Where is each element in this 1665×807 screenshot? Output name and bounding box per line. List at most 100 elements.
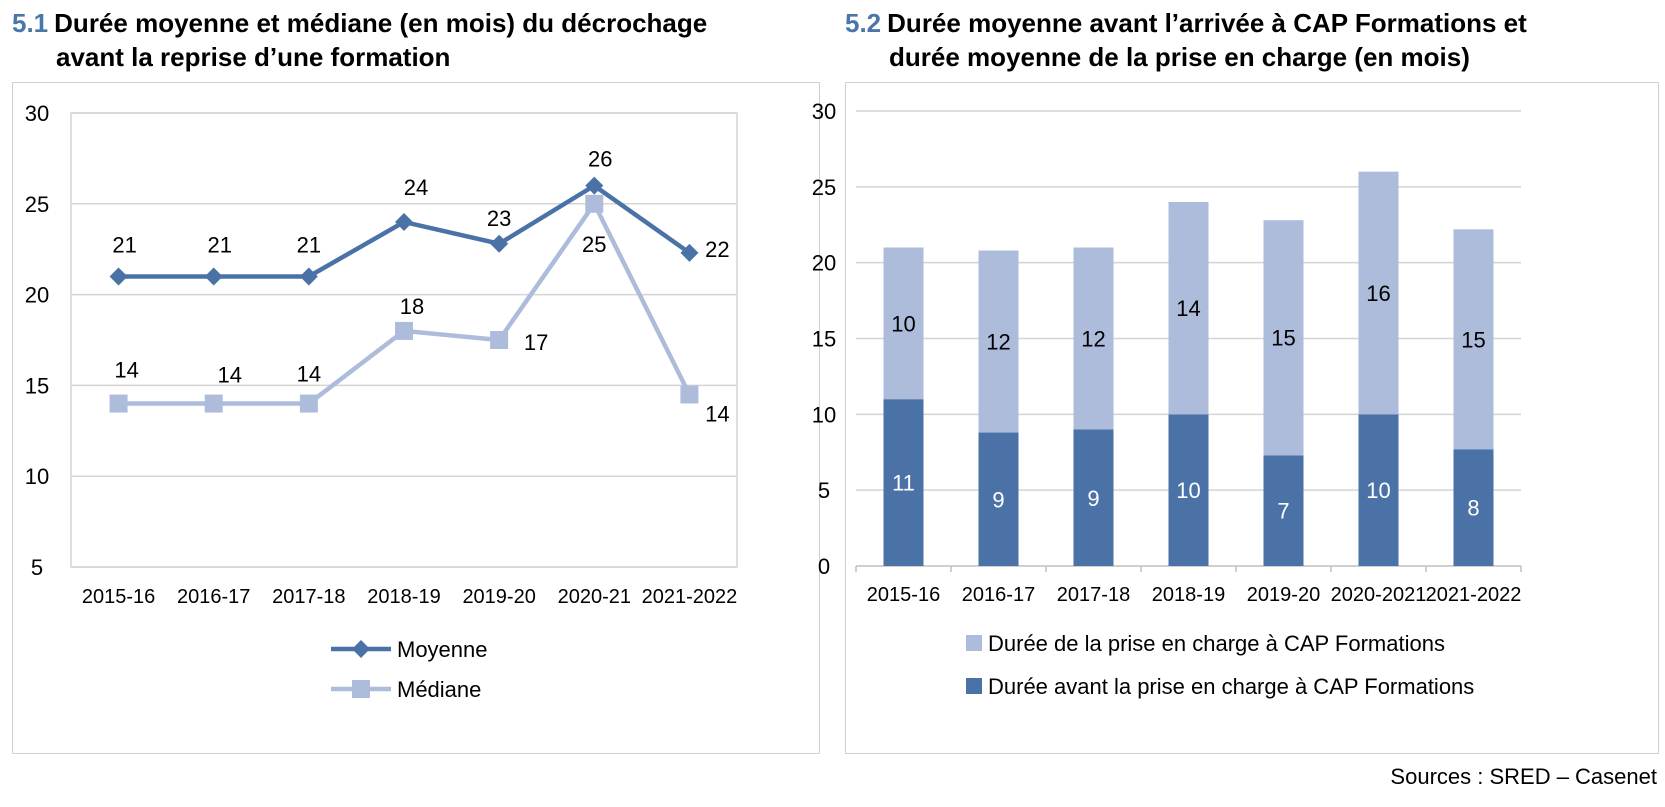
data-label-mediane: 25 xyxy=(582,232,606,257)
x-tick-label: 2019-20 xyxy=(462,586,535,608)
data-label-avant: 9 xyxy=(992,487,1004,512)
title-line-1: Durée moyenne et médiane (en mois) du dé… xyxy=(54,8,708,38)
marker-moyenne xyxy=(299,267,318,286)
bar-segment-prise-en-charge xyxy=(1263,220,1304,456)
title-line-1: Durée moyenne avant l’arrivée à CAP Form… xyxy=(887,8,1527,38)
marker-moyenne xyxy=(585,176,604,195)
bar-segment-avant xyxy=(1263,455,1304,566)
x-tick-label: 2015-16 xyxy=(867,584,940,606)
legend-label-avant: Durée avant la prise en charge à CAP For… xyxy=(988,674,1474,699)
legend-label-mediane: Médiane xyxy=(397,677,481,702)
line-chart-frame: 5 10 15 20 25 30 2015-16 2016-17 2017-18 2018-19 2… xyxy=(12,82,820,754)
y-tick-label: 30 xyxy=(25,101,49,126)
bar-segment-prise-en-charge xyxy=(1453,229,1494,450)
bar-segment-avant xyxy=(978,432,1019,566)
y-tick-label: 10 xyxy=(25,464,49,489)
bar-segment-avant xyxy=(883,399,924,566)
bar-segment-prise-en-charge xyxy=(1358,171,1399,415)
marker-moyenne xyxy=(204,267,223,286)
data-label-moyenne: 21 xyxy=(207,232,231,257)
data-label-mediane: 14 xyxy=(114,358,138,383)
bar-segment-prise-en-charge xyxy=(978,250,1019,433)
y-tick-label: 5 xyxy=(818,478,830,503)
data-label-mediane: 14 xyxy=(705,401,729,426)
x-tick-label: 2017-18 xyxy=(272,586,345,608)
data-label-avant: 10 xyxy=(1366,478,1390,503)
data-label-moyenne: 26 xyxy=(588,147,612,172)
y-tick-label: 25 xyxy=(25,192,49,217)
x-tick-label: 2015-16 xyxy=(82,586,155,608)
data-label-prise-en-charge: 12 xyxy=(986,330,1010,355)
x-tick-label: 2018-19 xyxy=(1152,584,1225,606)
x-tick-label: 2020-2021 xyxy=(1331,584,1427,606)
y-tick-label: 20 xyxy=(25,283,49,308)
source-note: Sources : SRED – Casenet xyxy=(1390,764,1657,789)
y-tick-label: 15 xyxy=(25,373,49,398)
marker-moyenne xyxy=(109,267,128,286)
bar-segment-prise-en-charge xyxy=(1168,202,1209,415)
legend-swatch-avant xyxy=(966,678,982,694)
data-label-prise-en-charge: 16 xyxy=(1366,281,1390,306)
bar-segment-prise-en-charge xyxy=(1073,247,1114,430)
marker-mediane xyxy=(395,321,413,340)
data-label-mediane: 17 xyxy=(524,330,548,355)
data-label-moyenne: 24 xyxy=(404,175,428,200)
marker-moyenne xyxy=(680,243,699,262)
title-line-2: durée moyenne de la prise en charge (en … xyxy=(889,42,1470,72)
bar-segment-avant xyxy=(1073,429,1114,566)
bar-segment-avant xyxy=(1358,414,1399,566)
data-label-moyenne: 23 xyxy=(487,206,511,231)
marker-moyenne xyxy=(395,212,413,231)
marker-moyenne xyxy=(490,234,509,253)
marker-mediane xyxy=(585,194,604,213)
x-tick-label: 2021-2022 xyxy=(1426,584,1522,606)
marker-mediane xyxy=(109,394,128,413)
legend-swatch-prise-en-charge xyxy=(966,635,982,651)
legend-marker-mediane xyxy=(352,680,370,698)
data-label-avant: 9 xyxy=(1087,486,1099,511)
data-label-mediane: 18 xyxy=(400,294,424,319)
data-label-moyenne: 21 xyxy=(112,232,136,257)
legend-label-moyenne: Moyenne xyxy=(397,637,488,662)
bar-segment-avant xyxy=(1168,414,1209,566)
stacked-bar-chart: 0 5 10 15 20 25 30 2015-16 2016-17 2017-18 2018-19… xyxy=(812,99,1522,699)
y-tick-label: 25 xyxy=(812,175,836,200)
chart-title-5-1: 5.1 Durée moyenne et médiane (en mois) du… xyxy=(12,6,792,74)
data-label-avant: 8 xyxy=(1467,496,1479,521)
data-label-prise-en-charge: 10 xyxy=(891,311,915,336)
legend-label-prise-en-charge: Durée de la prise en charge à CAP Format… xyxy=(988,631,1445,656)
marker-mediane xyxy=(299,394,318,413)
x-tick-label: 2016-17 xyxy=(962,584,1035,606)
data-label-avant: 10 xyxy=(1176,478,1200,503)
x-tick-label: 2016-17 xyxy=(177,586,250,608)
data-label-mediane: 14 xyxy=(217,363,241,388)
data-label-avant: 7 xyxy=(1277,499,1289,524)
data-label-mediane: 14 xyxy=(297,362,321,387)
y-tick-label: 0 xyxy=(818,554,830,579)
chart-number: 5.1 xyxy=(12,8,49,38)
y-tick-label: 15 xyxy=(812,327,836,352)
x-tick-label: 2021-2022 xyxy=(642,586,738,608)
y-tick-label: 10 xyxy=(812,402,836,427)
y-tick-label: 20 xyxy=(812,251,836,276)
data-label-prise-en-charge: 12 xyxy=(1081,327,1105,352)
x-tick-label: 2020-21 xyxy=(558,586,631,608)
x-tick-label: 2019-20 xyxy=(1247,584,1320,606)
data-label-prise-en-charge: 15 xyxy=(1271,326,1295,351)
data-label-moyenne: 21 xyxy=(297,232,321,257)
marker-mediane xyxy=(680,385,699,404)
line-chart: 5 10 15 20 25 30 2015-16 2016-17 2017-18 2018-19 2… xyxy=(25,101,738,702)
marker-mediane xyxy=(490,331,509,349)
y-tick-label: 5 xyxy=(31,555,43,580)
data-label-prise-en-charge: 15 xyxy=(1461,327,1485,352)
data-label-prise-en-charge: 14 xyxy=(1176,296,1200,321)
bar-chart-frame: 0 5 10 15 20 25 30 2015-16 2016-17 2017-18 2018-19… xyxy=(812,82,1659,754)
bar-segment-prise-en-charge xyxy=(883,247,924,400)
marker-mediane xyxy=(204,394,223,413)
legend-marker-moyenne xyxy=(352,640,370,658)
bar-segment-avant xyxy=(1453,449,1494,566)
y-tick-label: 30 xyxy=(812,99,836,124)
chart-number: 5.2 xyxy=(845,8,882,38)
chart-title-5-2: 5.2 Durée moyenne avant l’arrivée à CAP F… xyxy=(845,6,1645,74)
x-tick-label: 2017-18 xyxy=(1057,584,1130,606)
